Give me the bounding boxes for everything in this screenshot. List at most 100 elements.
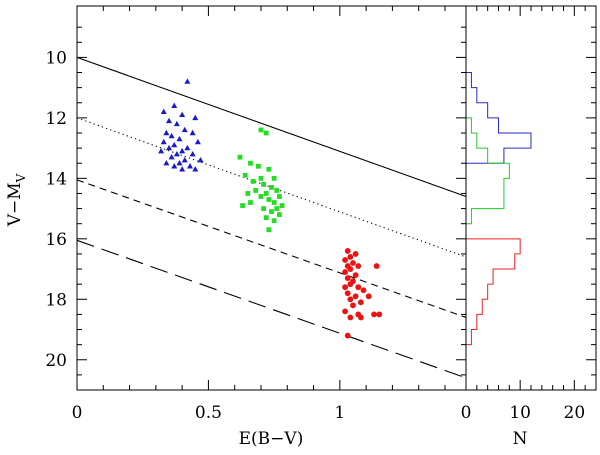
point-blue [160, 108, 167, 115]
y-tick-label: 12 [45, 109, 67, 129]
point-red [376, 311, 383, 318]
data-points [158, 78, 383, 339]
x-tick-label: 0.5 [195, 403, 222, 423]
point-red [350, 260, 356, 266]
line-long-dash [76, 239, 467, 379]
point-green [258, 175, 264, 181]
y-tick-label: 10 [45, 48, 67, 68]
point-blue [194, 138, 201, 145]
y-tick-label: 20 [45, 351, 67, 371]
point-red [350, 302, 356, 309]
point-green [248, 200, 253, 205]
point-red [342, 269, 348, 275]
point-blue [168, 153, 175, 160]
line-solid [76, 56, 467, 198]
y-axis-label-sub: V [14, 173, 28, 183]
point-red [373, 263, 380, 269]
point-red [352, 251, 359, 257]
point-red [347, 266, 354, 272]
point-red [344, 290, 351, 297]
point-blue [181, 157, 188, 163]
point-blue [173, 120, 180, 127]
point-green [253, 188, 259, 193]
point-green [269, 185, 274, 190]
line-dotted [76, 117, 467, 258]
point-blue [189, 129, 196, 136]
x-axis-label: E(B−V) [239, 429, 304, 449]
histogram-plot-frame [465, 5, 597, 391]
point-red [344, 332, 351, 339]
point-red [365, 293, 372, 300]
point-green [261, 181, 267, 187]
point-blue [171, 102, 178, 108]
point-blue [184, 78, 191, 84]
point-green [274, 188, 280, 193]
main-axis-ticks [76, 6, 466, 390]
point-green [266, 197, 272, 202]
point-red [352, 293, 359, 300]
point-green [276, 212, 282, 218]
point-green [240, 203, 245, 208]
point-blue [171, 163, 178, 169]
point-green [269, 209, 274, 215]
point-blue [168, 132, 175, 139]
y-axis-label: V−MV [5, 173, 28, 227]
histogram-panel: 0 10 20 [461, 5, 597, 423]
point-blue [192, 166, 199, 172]
histogram-red [465, 72, 521, 360]
point-blue [165, 144, 172, 151]
point-blue [173, 150, 180, 157]
point-green [248, 160, 253, 166]
svg-text:V−MV: V−MV [5, 173, 28, 227]
point-blue [165, 117, 172, 124]
point-green [266, 166, 272, 172]
point-green [245, 191, 251, 196]
histogram-x-tick-labels: 0 10 20 [461, 403, 586, 423]
point-blue [179, 147, 186, 154]
point-green [237, 154, 243, 160]
point-red [347, 254, 354, 260]
line-short-dash [76, 179, 467, 318]
point-green [263, 215, 269, 221]
point-red [352, 272, 359, 279]
point-blue [184, 144, 191, 151]
point-red [347, 281, 354, 288]
histogram-x-axis-label: N [513, 429, 528, 449]
point-blue [163, 129, 170, 136]
main-y-tick-labels: 10 12 14 16 18 20 [45, 48, 67, 370]
point-green [258, 127, 264, 133]
hist-x-tick-label: 0 [461, 403, 472, 423]
point-red [360, 287, 367, 294]
point-red [342, 284, 348, 291]
point-blue [179, 111, 186, 118]
histogram-blue [465, 72, 532, 360]
main-plot-frame [76, 5, 467, 391]
x-tick-label: 1 [334, 403, 345, 423]
point-blue [160, 138, 167, 145]
point-blue [158, 147, 165, 154]
point-green [279, 203, 285, 208]
point-green [250, 178, 256, 184]
histogram-axis-ticks [465, 6, 597, 390]
histogram-steps [465, 72, 532, 360]
point-green [271, 218, 277, 224]
point-red [371, 311, 377, 318]
point-blue [171, 141, 178, 148]
point-red [347, 296, 354, 303]
point-blue [197, 157, 204, 163]
point-green [271, 200, 277, 205]
hist-x-tick-label: 20 [564, 403, 586, 423]
y-tick-label: 16 [45, 230, 67, 250]
point-blue [189, 150, 196, 157]
point-green [263, 191, 269, 196]
point-green [263, 130, 269, 136]
point-blue [187, 163, 194, 169]
point-red [355, 263, 362, 269]
point-red [342, 257, 348, 263]
x-tick-label: 0 [72, 403, 83, 423]
point-green [255, 163, 261, 169]
point-red [357, 299, 364, 306]
main-x-tick-labels: 0 0.5 1 [72, 403, 346, 423]
